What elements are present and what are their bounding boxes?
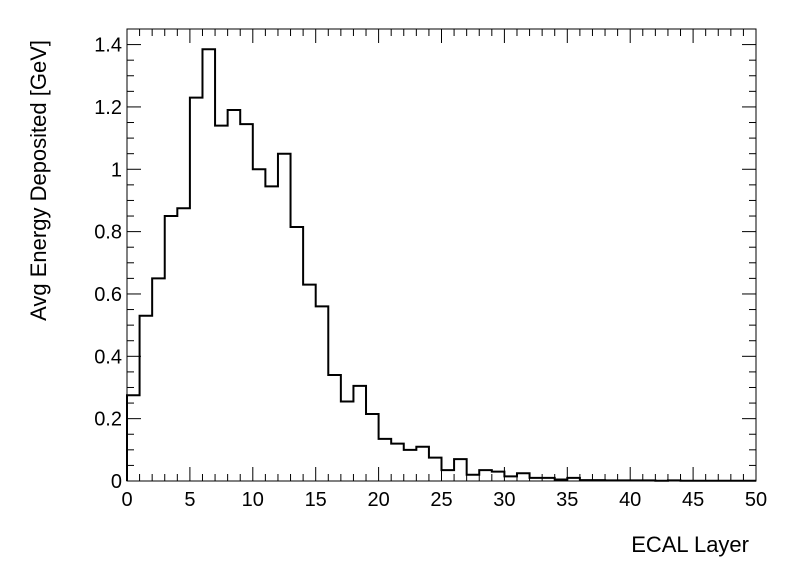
y-axis-title: Avg Energy Deposited [GeV] <box>26 40 51 321</box>
x-tick-label: 35 <box>556 489 578 511</box>
tick-labels: 0 5 10 15 20 25 30 35 40 45 50 0 0.2 0.4 0.6 0.8 1 1.2 1.4 <box>94 35 767 511</box>
y-tick-label: 0.6 <box>94 284 122 306</box>
x-axis-title: ECAL Layer <box>631 532 749 557</box>
y-tick-label: 0.4 <box>94 346 122 368</box>
y-tick-label: 1.4 <box>94 35 122 57</box>
plot-frame <box>126 28 757 482</box>
x-tick-label: 30 <box>493 489 515 511</box>
y-tick-label: 0.8 <box>94 222 122 244</box>
x-tick-label: 5 <box>184 489 195 511</box>
x-tick-label: 20 <box>367 489 389 511</box>
y-tick-label: 0 <box>111 471 122 493</box>
y-tick-label: 1.2 <box>94 97 122 119</box>
x-tick-label: 25 <box>430 489 452 511</box>
x-tick-label: 10 <box>242 489 264 511</box>
x-tick-label: 15 <box>305 489 327 511</box>
x-tick-label: 50 <box>745 489 767 511</box>
x-tick-label: 0 <box>121 489 132 511</box>
y-tick-label: 1 <box>111 159 122 181</box>
histogram-step-line <box>126 48 756 482</box>
x-tick-label: 40 <box>619 489 641 511</box>
axis-ticks <box>126 28 757 482</box>
x-tick-label: 45 <box>682 489 704 511</box>
y-tick-label: 0.2 <box>94 409 122 431</box>
